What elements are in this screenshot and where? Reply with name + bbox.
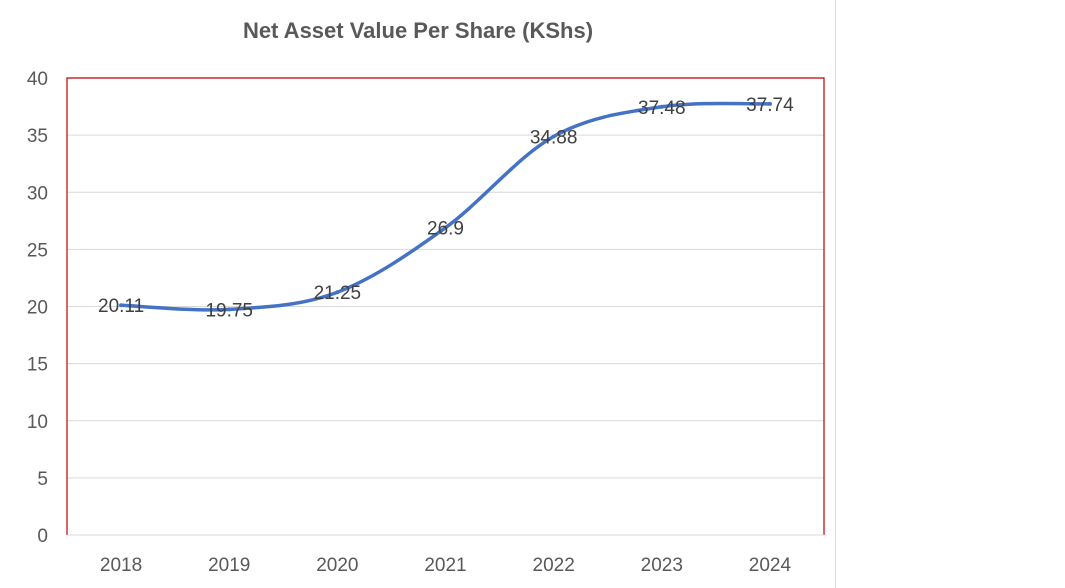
y-tick-label: 30 bbox=[27, 183, 48, 204]
y-tick-label: 35 bbox=[27, 126, 48, 147]
y-tick-label: 0 bbox=[37, 526, 48, 547]
y-tick-label: 5 bbox=[37, 469, 48, 490]
y-tick-label: 40 bbox=[27, 69, 48, 90]
x-tick-label: 2021 bbox=[424, 555, 466, 576]
x-tick-label: 2018 bbox=[100, 555, 142, 576]
data-label: 21.25 bbox=[314, 283, 362, 304]
data-point bbox=[335, 290, 340, 295]
data-point bbox=[767, 101, 772, 106]
x-tick-label: 2022 bbox=[533, 555, 575, 576]
plot-area-border bbox=[66, 77, 825, 535]
data-label: 37.74 bbox=[746, 95, 794, 116]
line-chart: 0 5 10 15 20 25 30 35 40 2018 2019 2020 2021 2022 2023… bbox=[27, 69, 825, 576]
y-tick-label: 20 bbox=[27, 298, 48, 319]
data-point bbox=[227, 307, 232, 312]
data-point bbox=[443, 225, 448, 230]
x-tick-label: 2020 bbox=[316, 555, 358, 576]
data-label: 26.9 bbox=[427, 219, 464, 240]
data-point bbox=[659, 104, 664, 109]
y-tick-label: 25 bbox=[27, 240, 48, 261]
data-point bbox=[119, 303, 124, 308]
data-label: 34.88 bbox=[530, 127, 578, 148]
x-tick-label: 2024 bbox=[749, 555, 792, 576]
data-label: 37.48 bbox=[638, 98, 686, 119]
data-point bbox=[551, 134, 556, 139]
data-label: 20.11 bbox=[98, 296, 144, 317]
data-label: 19.75 bbox=[205, 300, 253, 321]
y-tick-label: 10 bbox=[27, 412, 48, 433]
x-tick-label: 2019 bbox=[208, 555, 250, 576]
chart-title: Net Asset Value Per Share (KShs) bbox=[242, 18, 594, 43]
series-line bbox=[119, 101, 772, 312]
y-tick-label: 15 bbox=[27, 355, 48, 376]
x-tick-label: 2023 bbox=[641, 555, 683, 576]
chart-container: Net Asset Value Per Share (KShs) 0 5 10 15 2… bbox=[26, 0, 836, 588]
